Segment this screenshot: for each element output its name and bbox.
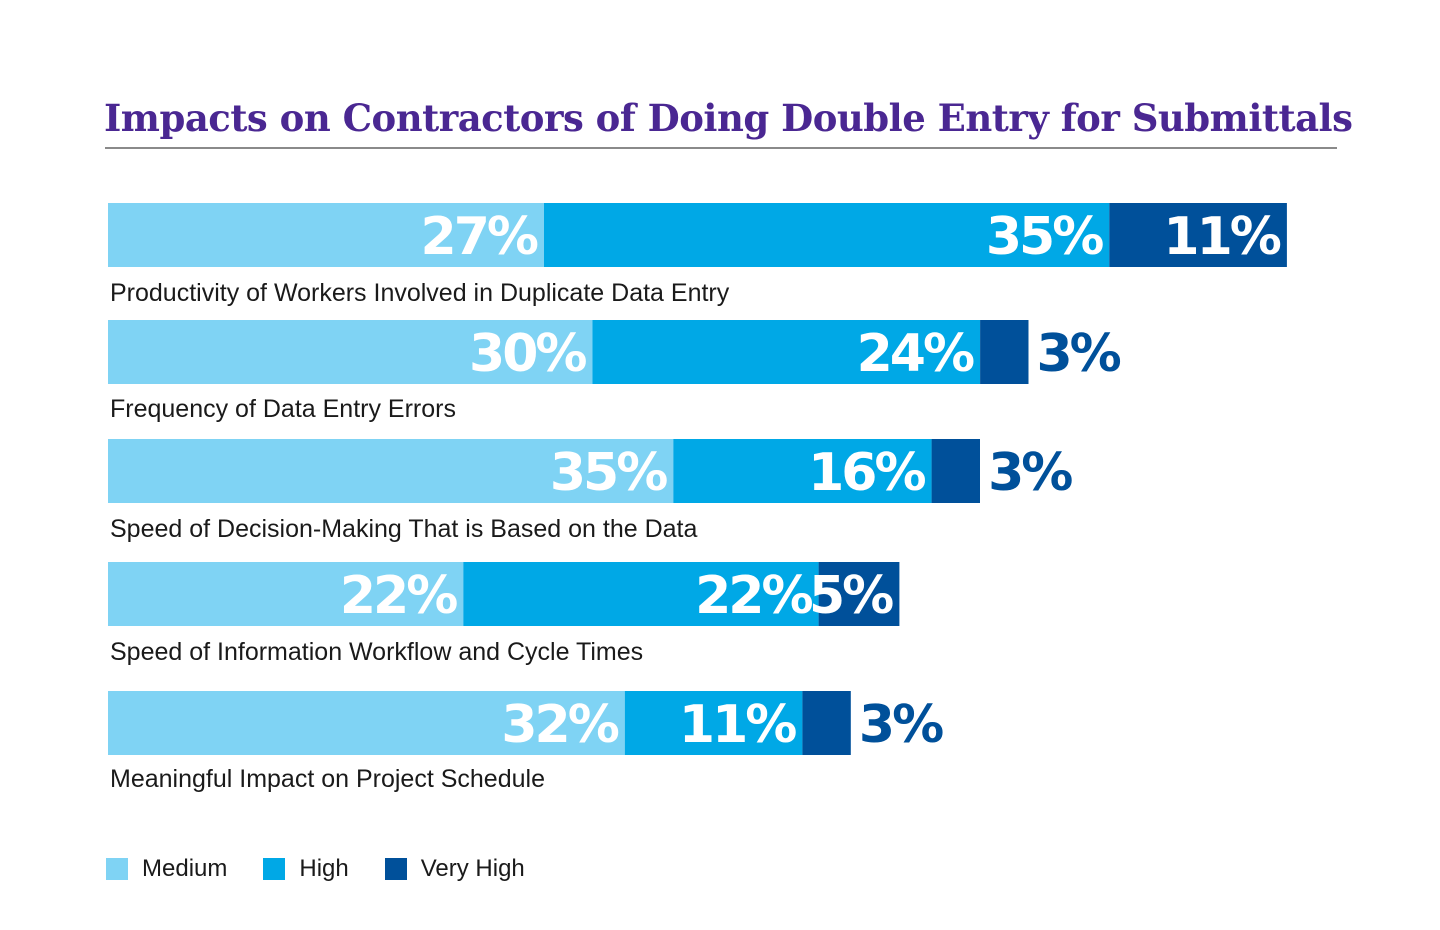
bar-segment-medium [108, 562, 464, 626]
bar-row: 32% 11% 3% Meaningful Impact on Project Sch… [108, 691, 946, 793]
bar-segment-very-high [1109, 203, 1287, 267]
data-label-medium: 27% [421, 207, 538, 267]
legend: Medium High Very High [106, 852, 561, 886]
legend-label-medium: Medium [142, 855, 228, 882]
data-label-medium: 22% [340, 566, 457, 626]
data-label-high: 35% [986, 207, 1103, 267]
category-label: Speed of Information Workflow and Cycle … [110, 638, 643, 666]
bar-segment-medium [108, 439, 674, 503]
chart-title: Impacts on Contractors of Doing Double E… [104, 96, 1353, 140]
category-label: Speed of Decision-Making That is Based o… [110, 515, 697, 543]
category-label: Meaningful Impact on Project Schedule [110, 765, 545, 793]
bar-segment-very-high [931, 439, 980, 503]
data-label-medium: 32% [501, 695, 618, 755]
bar-row: 35% 16% 3% Speed of Decision-Making That is… [108, 439, 1075, 543]
bar-segment-medium [108, 691, 625, 755]
legend-label-high: High [299, 855, 349, 882]
data-label-very-high: 3% [988, 443, 1072, 503]
legend-item-medium: Medium [106, 855, 227, 883]
legend-swatch-medium [106, 858, 128, 880]
legend-swatch-high [263, 858, 286, 880]
bar-segment-high [544, 203, 1110, 267]
category-label: Productivity of Workers Involved in Dupl… [110, 279, 730, 307]
data-label-very-high: 11% [1163, 207, 1280, 267]
legend-item-high: High [263, 855, 349, 883]
data-label-high: 16% [808, 443, 925, 503]
data-label-medium: 35% [550, 443, 667, 503]
bar-segment-high [592, 320, 981, 384]
data-label-high: 11% [679, 695, 796, 755]
bar-row: 22% 22%5%Speed of Information Workflow an… [108, 562, 900, 666]
bar-segment-medium [108, 203, 544, 267]
title-divider [105, 147, 1337, 149]
bar-segment-high [463, 562, 819, 626]
data-label-high: 24% [857, 324, 974, 384]
bar-segment-medium [108, 320, 593, 384]
legend-swatch-very-high [384, 858, 407, 880]
bar-segment-very-high [802, 691, 851, 755]
bar-segment-high [673, 439, 932, 503]
data-label-very-high: 5% [809, 566, 893, 626]
bar-segment-very-high [980, 320, 1029, 384]
data-label-very-high: 3% [859, 695, 943, 755]
legend-item-very-high: Very High [384, 855, 525, 883]
bar-row: 30% 24% 3% Frequency of Data Entry Errors [108, 320, 1124, 423]
category-label: Frequency of Data Entry Errors [110, 395, 456, 423]
bar-segment-very-high [818, 562, 900, 626]
data-label-very-high: 3% [1037, 324, 1121, 384]
bar-segment-high [624, 691, 803, 755]
bar-row: 27% 35% 11% Productivity of Workers Involve… [108, 203, 1287, 307]
data-label-medium: 30% [469, 324, 586, 384]
legend-label-very-high: Very High [420, 855, 525, 882]
data-label-high: 22% [695, 566, 812, 626]
